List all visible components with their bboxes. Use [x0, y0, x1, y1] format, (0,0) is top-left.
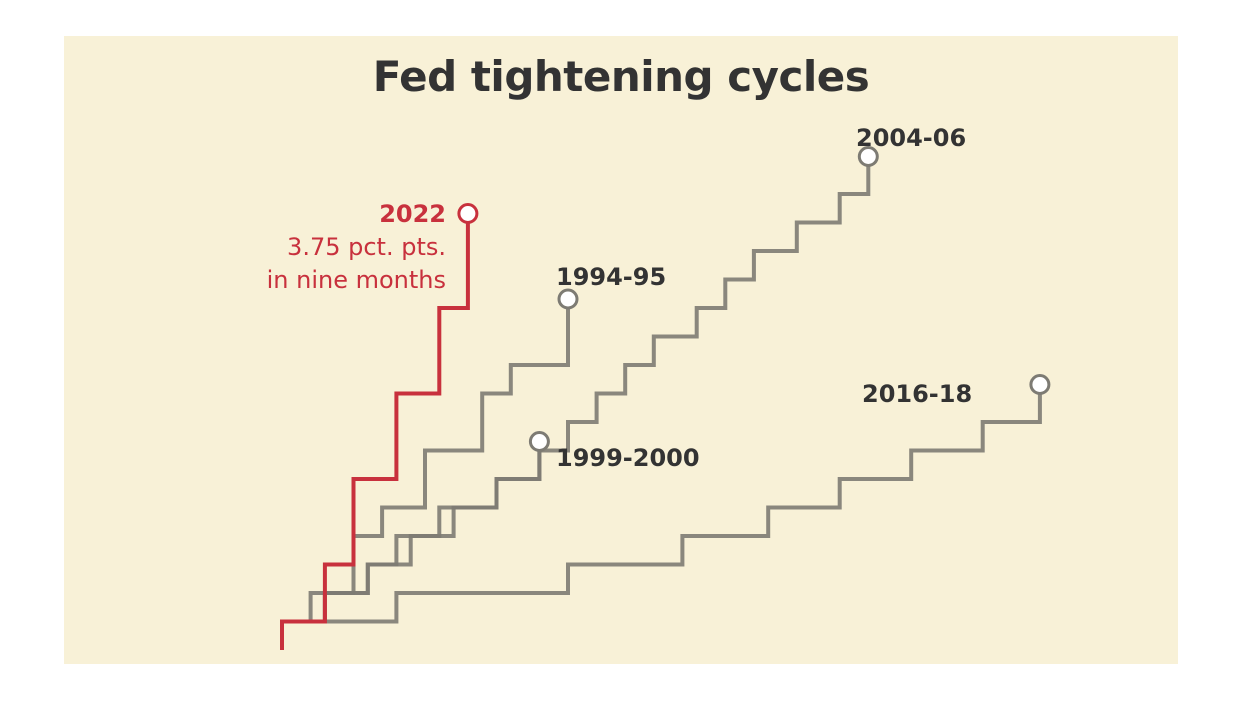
label-2022-annotation-2: in nine months — [267, 266, 446, 294]
series-line-2022 — [280, 222, 470, 650]
label-2022: 2022 — [379, 200, 446, 228]
label-2004-06: 2004-06 — [856, 124, 966, 152]
label-1999-2000: 1999-2000 — [556, 444, 700, 472]
end-marker-1999-2000 — [528, 431, 550, 452]
end-marker-2016-18 — [1029, 374, 1051, 395]
series-line-2016-18 — [280, 393, 1042, 650]
chart-panel — [64, 36, 1178, 664]
label-2016-18: 2016-18 — [862, 380, 972, 408]
label-1994-95: 1994-95 — [556, 263, 666, 291]
series-line-1999-2000 — [280, 450, 542, 650]
label-2022-annotation-1: 3.75 pct. pts. — [287, 233, 446, 261]
end-marker-2004-06 — [857, 146, 879, 167]
end-marker-1994-95 — [557, 288, 579, 310]
chart-title: Fed tightening cycles — [372, 52, 870, 101]
end-marker-2022 — [457, 203, 479, 224]
